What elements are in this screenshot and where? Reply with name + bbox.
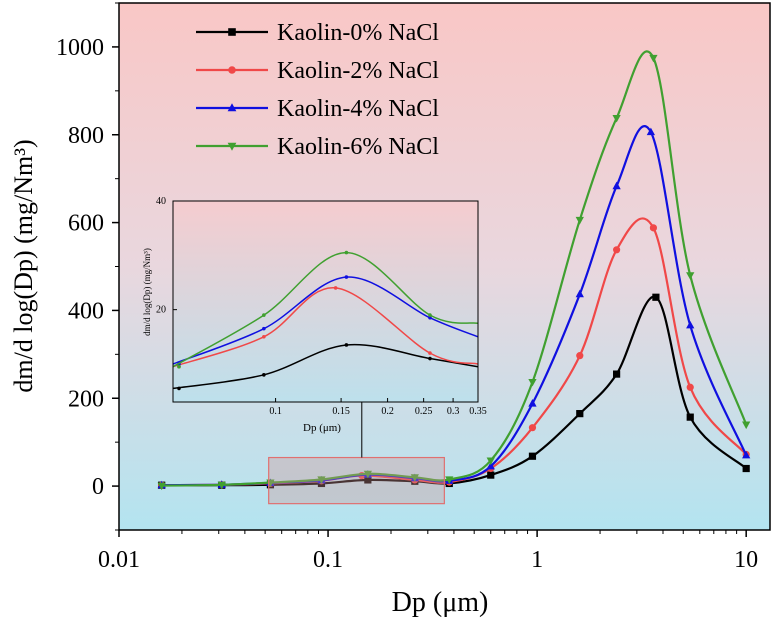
y-tick-label: 800 <box>68 123 104 149</box>
data-point <box>528 424 537 432</box>
inset-y-axis-label: dm/d log(Dp) (mg/Nm³) <box>142 248 152 336</box>
legend-label: Kaolin-4% NaCl <box>277 96 439 122</box>
inset-data-point <box>344 250 349 255</box>
data-point <box>686 413 694 421</box>
inset-data-point <box>177 364 181 369</box>
inset-x-tick-label: 0.25 <box>415 406 433 417</box>
data-point <box>686 383 694 391</box>
legend-marker <box>227 142 237 151</box>
inset-data-point <box>262 313 266 317</box>
data-point <box>686 272 695 280</box>
data-point <box>157 482 166 491</box>
inset-data-point <box>428 356 432 361</box>
x-axis-label: Dp (μm) <box>392 587 489 618</box>
data-point <box>649 224 658 232</box>
data-point <box>649 54 658 63</box>
data-point <box>410 474 419 482</box>
legend-marker <box>228 66 236 74</box>
inset-data-point <box>262 326 266 331</box>
data-point <box>528 399 537 407</box>
inset-series-3 <box>173 275 478 366</box>
data-point <box>317 476 326 484</box>
data-point <box>742 421 751 430</box>
y-tick-label: 0 <box>92 474 104 500</box>
inset-x-tick-label: 0.35 <box>469 406 487 417</box>
data-point <box>575 216 584 225</box>
data-point <box>646 127 656 136</box>
legend-label: Kaolin-0% NaCl <box>277 20 439 46</box>
legend-marker <box>228 28 236 36</box>
y-tick-label: 1000 <box>56 35 104 61</box>
inset-x-tick-label: 0.1 <box>269 406 282 417</box>
x-tick-label: 1 <box>531 547 543 573</box>
inset-data-point <box>333 286 338 290</box>
data-point <box>528 378 537 387</box>
data-point <box>486 461 495 470</box>
data-point <box>742 464 750 473</box>
legend-item-2: Kaolin-2% NaCl <box>196 58 439 84</box>
inset-series-1 <box>173 343 478 391</box>
inset-x-tick-label: 0.15 <box>332 406 350 417</box>
series-4 <box>157 50 751 491</box>
inset-y-tick-label: 20 <box>156 305 166 316</box>
inset-data-point <box>262 335 266 339</box>
zoom-region-box <box>268 456 445 505</box>
inset-series-line <box>173 251 478 368</box>
x-tick-label: 0.1 <box>313 547 343 573</box>
legend-item-1: Kaolin-0% NaCl <box>196 20 439 46</box>
data-point <box>363 470 372 479</box>
inset-data-point <box>177 386 181 391</box>
data-point <box>613 246 621 254</box>
data-point <box>613 370 621 378</box>
inset-frame <box>172 200 479 403</box>
y-tick-label: 400 <box>68 298 104 324</box>
inset-x-tick-label: 0.2 <box>381 406 394 417</box>
inset-data-point <box>344 343 349 347</box>
inset-data-point <box>428 315 432 320</box>
data-point <box>576 352 584 360</box>
inset-series-line <box>173 276 478 365</box>
legend-item-3: Kaolin-4% NaCl <box>196 96 439 122</box>
inset-y-tick-label: 40 <box>156 196 166 207</box>
data-point <box>528 452 537 460</box>
data-point <box>364 476 372 484</box>
legend: Kaolin-0% NaCl Kaolin-2% NaCl Kaolin-4% Na… <box>196 20 439 160</box>
x-tick-label: 0.01 <box>98 547 140 573</box>
inset-data-point <box>428 351 432 355</box>
inset-data-point <box>262 373 266 377</box>
data-point <box>487 471 495 479</box>
inset-background <box>173 201 478 402</box>
data-point <box>612 181 621 190</box>
inset-series-2 <box>173 286 478 369</box>
legend-item-4: Kaolin-6% NaCl <box>196 134 439 160</box>
y-tick-label: 600 <box>68 211 104 237</box>
y-axis-label: dm/d log(Dp) (mg/Nm³) <box>9 139 38 392</box>
legend-label: Kaolin-2% NaCl <box>277 58 439 84</box>
y-tick-label: 200 <box>68 386 104 412</box>
data-point <box>576 410 584 418</box>
data-point <box>445 476 454 484</box>
data-point <box>612 115 621 123</box>
data-point <box>217 481 226 490</box>
legend-marker <box>227 103 237 112</box>
inset-data-point <box>428 313 432 317</box>
data-point <box>486 457 495 466</box>
x-tick-label: 10 <box>734 547 758 573</box>
inset-x-tick-label: 0.3 <box>447 406 460 417</box>
inset-series-4 <box>173 250 478 369</box>
data-point <box>652 293 660 301</box>
inset-data-point <box>344 275 349 279</box>
series-line <box>161 50 748 487</box>
legend-label: Kaolin-6% NaCl <box>277 134 439 160</box>
inset-chart: 0.1 0.15 0.2 0.25 0.3 0.35 20 40 <box>156 196 487 417</box>
inset-x-axis-label: Dp (μm) <box>303 422 341 434</box>
data-point <box>742 450 751 459</box>
data-point <box>575 289 584 298</box>
data-point <box>686 320 695 329</box>
